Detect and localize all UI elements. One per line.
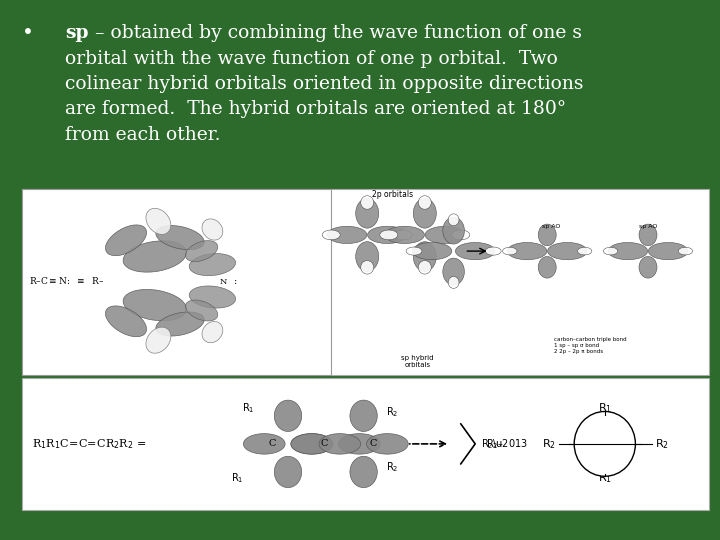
Ellipse shape: [350, 456, 377, 488]
FancyBboxPatch shape: [22, 189, 331, 375]
FancyBboxPatch shape: [22, 189, 709, 375]
Ellipse shape: [202, 321, 222, 343]
Ellipse shape: [356, 198, 379, 228]
Ellipse shape: [202, 219, 222, 240]
Text: R$_2$: R$_2$: [655, 437, 670, 451]
Text: from each other.: from each other.: [65, 126, 220, 144]
Text: N: N: [220, 278, 227, 286]
Ellipse shape: [425, 226, 465, 244]
Ellipse shape: [452, 230, 470, 240]
Ellipse shape: [156, 312, 204, 336]
Text: R$_1$: R$_1$: [242, 401, 255, 415]
Text: C: C: [320, 440, 328, 448]
Ellipse shape: [412, 242, 452, 260]
Ellipse shape: [395, 230, 413, 240]
Ellipse shape: [291, 434, 333, 454]
Ellipse shape: [361, 261, 374, 274]
Ellipse shape: [678, 247, 693, 255]
Ellipse shape: [418, 261, 431, 274]
Ellipse shape: [123, 289, 186, 321]
Ellipse shape: [406, 247, 422, 255]
Ellipse shape: [189, 286, 235, 308]
Ellipse shape: [418, 195, 431, 209]
Ellipse shape: [146, 327, 171, 353]
Ellipse shape: [456, 242, 495, 260]
Text: R$_2$\u2013: R$_2$\u2013: [480, 437, 528, 451]
Ellipse shape: [380, 230, 397, 240]
Ellipse shape: [156, 226, 204, 249]
Ellipse shape: [361, 195, 374, 209]
Ellipse shape: [338, 434, 380, 454]
Text: •: •: [22, 24, 33, 43]
Ellipse shape: [366, 434, 408, 454]
Ellipse shape: [448, 214, 459, 226]
Ellipse shape: [443, 217, 464, 244]
Text: 2p orbitals: 2p orbitals: [372, 190, 413, 199]
Ellipse shape: [189, 254, 235, 275]
Text: R$_1$R$_1$C$\!=\!$C$\!=\!$CR$_2$R$_2$ =: R$_1$R$_1$C$\!=\!$C$\!=\!$CR$_2$R$_2$ =: [32, 437, 147, 451]
Ellipse shape: [547, 242, 588, 260]
Text: R$_1$: R$_1$: [598, 401, 612, 415]
Text: C: C: [269, 440, 276, 448]
Text: sp AO: sp AO: [639, 224, 657, 230]
Text: – obtained by combining the wave function of one s: – obtained by combining the wave functio…: [89, 24, 582, 42]
Ellipse shape: [608, 242, 648, 260]
Ellipse shape: [243, 434, 285, 454]
Ellipse shape: [368, 226, 408, 244]
Ellipse shape: [413, 198, 436, 228]
Text: colinear hybrid orbitals oriented in opposite directions: colinear hybrid orbitals oriented in opp…: [65, 75, 583, 93]
Ellipse shape: [323, 230, 340, 240]
Ellipse shape: [274, 400, 302, 431]
Ellipse shape: [485, 247, 501, 255]
FancyBboxPatch shape: [22, 378, 709, 510]
Ellipse shape: [105, 306, 147, 337]
Ellipse shape: [327, 226, 366, 244]
Text: R$_1$: R$_1$: [231, 471, 244, 485]
Ellipse shape: [539, 224, 557, 246]
Ellipse shape: [503, 247, 517, 255]
Text: R$_2$–: R$_2$–: [486, 437, 504, 451]
Ellipse shape: [413, 242, 436, 272]
Text: R$_1$: R$_1$: [598, 471, 612, 485]
Ellipse shape: [577, 247, 592, 255]
Text: :: :: [234, 278, 238, 286]
Ellipse shape: [448, 276, 459, 288]
Ellipse shape: [146, 208, 171, 234]
Text: are formed.  The hybrid orbitals are oriented at 180°: are formed. The hybrid orbitals are orie…: [65, 100, 566, 118]
Ellipse shape: [319, 434, 361, 454]
Text: C: C: [369, 440, 377, 448]
Text: sp AO: sp AO: [541, 224, 560, 230]
Ellipse shape: [186, 300, 217, 321]
Ellipse shape: [291, 434, 333, 454]
Text: sp hybrid
orbitals: sp hybrid orbitals: [401, 355, 434, 368]
Ellipse shape: [639, 256, 657, 278]
Text: R$_2$: R$_2$: [541, 437, 556, 451]
Ellipse shape: [186, 241, 217, 261]
Ellipse shape: [603, 247, 618, 255]
Text: carbon–carbon triple bond
1 sp – sp σ bond
2 2p – 2p π bonds: carbon–carbon triple bond 1 sp – sp σ bo…: [554, 337, 627, 354]
Text: R–C$\equiv$N:  $\equiv$  R–: R–C$\equiv$N: $\equiv$ R–: [29, 275, 104, 286]
Ellipse shape: [639, 224, 657, 246]
Ellipse shape: [123, 241, 186, 272]
Ellipse shape: [356, 242, 379, 272]
Ellipse shape: [649, 242, 688, 260]
Text: R$_2$: R$_2$: [386, 460, 399, 474]
Ellipse shape: [507, 242, 547, 260]
Ellipse shape: [384, 226, 425, 244]
Text: R$_2$: R$_2$: [386, 405, 399, 419]
Ellipse shape: [105, 225, 147, 256]
Text: orbital with the wave function of one p orbital.  Two: orbital with the wave function of one p …: [65, 50, 558, 68]
Ellipse shape: [443, 258, 464, 285]
Ellipse shape: [575, 411, 635, 476]
Text: sp: sp: [65, 24, 89, 42]
Ellipse shape: [539, 256, 557, 278]
Ellipse shape: [274, 456, 302, 488]
Ellipse shape: [350, 400, 377, 431]
